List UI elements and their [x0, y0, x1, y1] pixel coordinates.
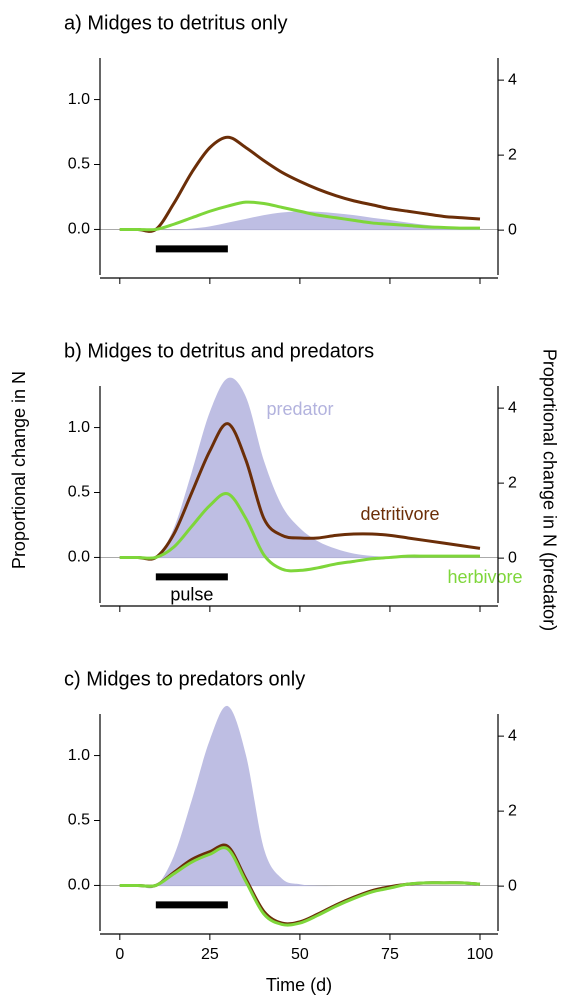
panel-title: c) Midges to predators only [64, 668, 305, 690]
predator-area [119, 705, 480, 889]
y2-tick-label: 2 [508, 146, 517, 163]
y-tick-label: 1.0 [68, 747, 90, 764]
y2-tick-label: 0 [508, 877, 517, 894]
panel-title: b) Midges to detritus and predators [64, 340, 374, 362]
series-line [119, 422, 481, 561]
x-tick-label: 75 [381, 946, 399, 963]
series-label: herbivore [447, 567, 522, 587]
panel-title: a) Midges to detritus only [64, 12, 287, 34]
pulse-label: pulse [170, 585, 213, 605]
series-label: predator [266, 399, 333, 419]
predator-area [119, 377, 480, 561]
y-axis-label: Proportional change in N [9, 371, 29, 569]
y2-tick-label: 4 [508, 399, 517, 416]
y-tick-label: 0.5 [68, 484, 90, 501]
series-line [119, 200, 480, 232]
y-tick-label: 0.0 [68, 221, 90, 238]
x-tick-label: 25 [201, 946, 219, 963]
x-tick-label: 50 [291, 946, 309, 963]
y2-axis-label: Proportional change in N (predator) [539, 349, 559, 631]
series-line [119, 846, 481, 927]
series-line [119, 491, 480, 573]
y2-tick-label: 0 [508, 549, 517, 566]
y-tick-label: 0.0 [68, 877, 90, 894]
y2-tick-label: 4 [508, 727, 517, 744]
y-tick-label: 0.5 [68, 812, 90, 829]
y2-tick-label: 4 [508, 71, 517, 88]
y2-tick-label: 0 [508, 221, 517, 238]
y-tick-label: 1.0 [68, 91, 90, 108]
series-label: detritivore [360, 504, 439, 524]
y2-tick-label: 2 [508, 802, 517, 819]
x-tick-label: 100 [467, 946, 494, 963]
y-tick-label: 0.0 [68, 549, 90, 566]
x-axis-label: Time (d) [266, 975, 332, 995]
y2-tick-label: 2 [508, 474, 517, 491]
x-tick-label: 0 [115, 946, 124, 963]
y-tick-label: 0.5 [68, 156, 90, 173]
series-line [119, 135, 481, 233]
y-tick-label: 1.0 [68, 419, 90, 436]
